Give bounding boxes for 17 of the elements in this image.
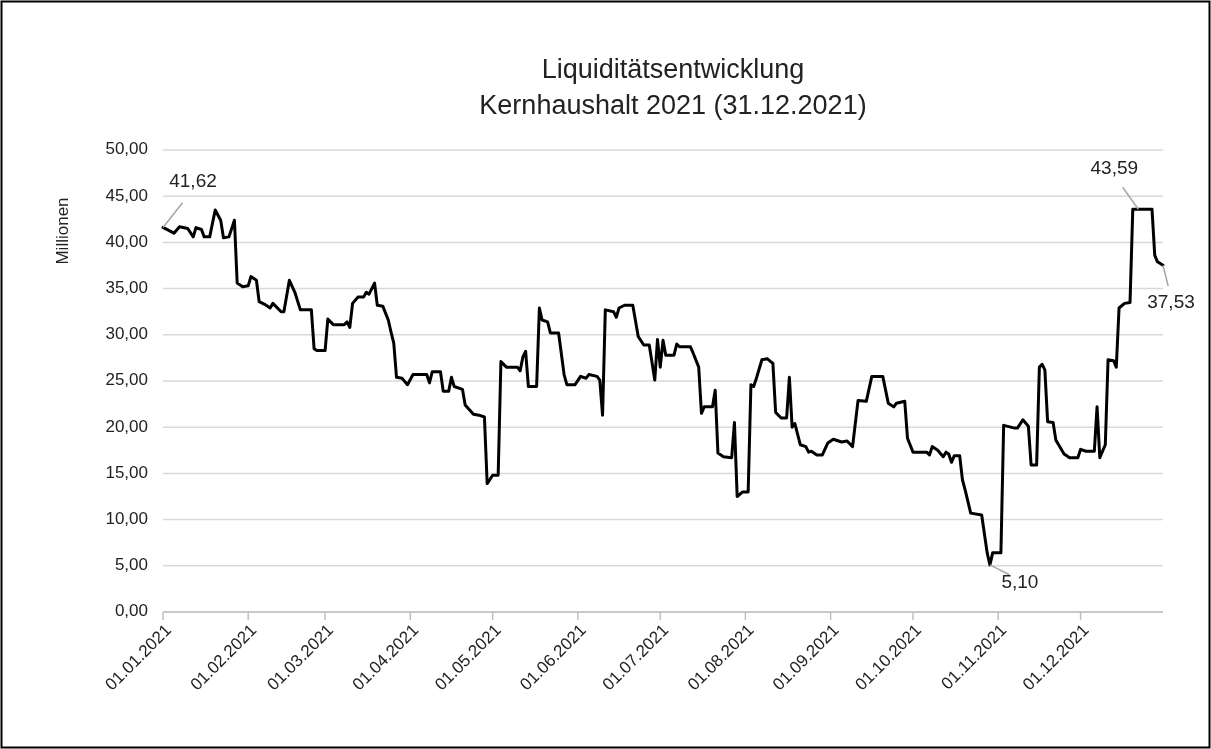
y-tick-label: 20,00 (105, 416, 148, 436)
annotation: 5,10 (1001, 570, 1039, 592)
chart-title: Liquiditätsentwicklung Kernhaushalt 2021 (31.12.2021) (479, 54, 867, 120)
y-tick-label: 35,00 (105, 278, 148, 298)
y-tick-label: 45,00 (105, 185, 148, 205)
y-tick-label: 15,00 (105, 462, 148, 482)
y-tick-label: 5,00 (114, 555, 148, 575)
y-tick-label: 10,00 (105, 509, 148, 529)
annotation: 37,53 (1147, 291, 1195, 313)
annotation: 43,59 (1090, 157, 1139, 179)
y-tick-label: 25,00 (105, 370, 148, 390)
annotation: 41,62 (169, 170, 217, 192)
y-axis-title: Millionen (53, 197, 72, 265)
y-tick-label: 30,00 (105, 324, 148, 344)
y-tick-label: 50,00 (105, 139, 148, 159)
y-tick-label: 0,00 (114, 601, 148, 621)
y-tick-label: 40,00 (105, 231, 148, 251)
